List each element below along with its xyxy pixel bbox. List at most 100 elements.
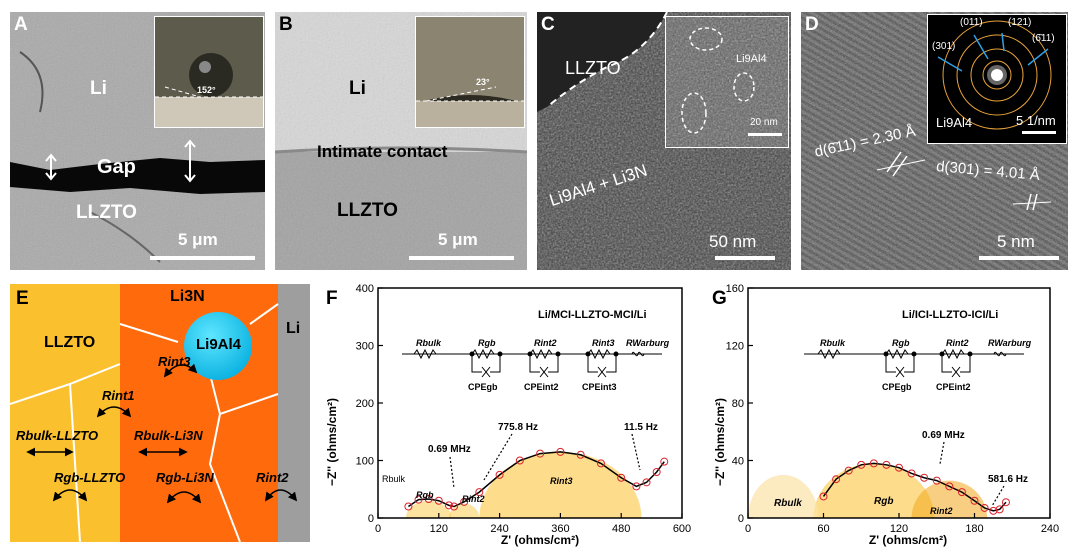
region-r-int2: Rint2 — [462, 494, 485, 504]
intimate-contact-label: Intimate contact — [317, 142, 448, 161]
contact-angle-value: 152° — [197, 85, 216, 95]
circuit-cpe-int3: CPEint3 — [582, 382, 617, 392]
data-point — [495, 470, 504, 479]
r-int2-label: Rint2 — [256, 470, 289, 485]
eis-chart-f: F Li/MCI-LLZTO-MCI/Li −Z'' (ohms/cm²) Z'… — [325, 283, 691, 547]
data-point — [945, 482, 954, 491]
region-r-gb: Rgb — [416, 490, 434, 500]
x-tick-label: 480 — [612, 523, 630, 535]
y-tick-label: 0 — [368, 513, 374, 525]
li3n-region-label: Li3N — [170, 288, 205, 305]
llzto-layer-label: LLZTO — [337, 200, 398, 221]
circuit-cpe-int2: CPEint2 — [936, 382, 971, 392]
scale-bar — [715, 256, 775, 260]
data-point — [632, 482, 641, 491]
panel-f-eis: F Li/MCI-LLZTO-MCI/Li −Z'' (ohms/cm²) Z'… — [322, 282, 708, 549]
data-point — [980, 503, 989, 512]
region-r-int2: Rint2 — [930, 506, 953, 516]
contact-angle-inset: 152° — [154, 16, 264, 128]
data-point — [450, 502, 458, 511]
saed-phase-label: Li9Al4 — [936, 115, 973, 130]
panel-label: D — [805, 14, 819, 35]
y-tick-label: 160 — [726, 283, 744, 295]
panel-b-sem: B Li Intimate contact LLZTO 5 μm 23° — [275, 12, 527, 270]
scale-bar-label: 5 μm — [438, 230, 478, 249]
panel-label: B — [279, 14, 293, 35]
panel-label: E — [16, 288, 29, 309]
inset-scale-label: 20 nm — [750, 117, 778, 128]
data-point — [444, 501, 453, 510]
contact-angle-value: 23° — [476, 77, 490, 87]
li-layer-label: Li — [349, 78, 366, 99]
interface-schematic — [10, 284, 310, 542]
data-point — [660, 457, 669, 466]
li-region-label: Li — [286, 320, 301, 337]
chart-title: Li/ICI-LLZTO-ICI/Li — [902, 309, 998, 321]
scale-bar — [979, 256, 1059, 260]
data-point — [536, 449, 545, 458]
data-point — [460, 497, 469, 506]
data-point — [475, 488, 484, 497]
saed-index-301: (301) — [932, 41, 956, 52]
y-axis-label: −Z'' (ohms/cm²) — [325, 398, 339, 486]
data-point — [869, 459, 878, 468]
data-point — [556, 447, 565, 456]
equivalent-circuit — [804, 348, 1024, 378]
freq-label-2: 775.8 Hz — [498, 422, 538, 433]
r-bulk-li3n-label: Rbulk-Li3N — [134, 428, 203, 443]
llzto-region-label: LLZTO — [565, 58, 621, 78]
region-r-int3: Rint3 — [550, 476, 573, 486]
scale-bar — [150, 256, 255, 260]
x-tick-label: 0 — [375, 523, 381, 535]
llzto-layer-label: LLZTO — [76, 202, 137, 223]
region-r-gb: Rgb — [874, 496, 893, 507]
data-point — [576, 450, 585, 459]
fit-line — [407, 451, 665, 508]
circuit-r-int2: Rint2 — [534, 338, 557, 348]
chart-title: Li/MCI-LLZTO-MCI/Li — [538, 309, 647, 321]
y-tick-label: 80 — [732, 398, 744, 410]
data-point — [414, 495, 423, 504]
scale-bar-label: 50 nm — [709, 232, 757, 251]
region-fill-2 — [448, 503, 480, 518]
panel-label: C — [541, 14, 555, 35]
x-tick-label: 360 — [551, 523, 569, 535]
circuit-r-int3: Rint3 — [592, 338, 615, 348]
saed-index-121: (121) — [1008, 17, 1032, 28]
freq-arrows — [449, 433, 641, 489]
data-point — [957, 488, 966, 497]
freq-label-3: 11.5 Hz — [624, 422, 658, 433]
saed-index-011: (011) — [960, 17, 983, 28]
data-point — [895, 463, 903, 472]
x-axis-label: Z' (ohms/cm²) — [501, 533, 579, 547]
r-gb-llzto-label: Rgb-LLZTO — [54, 470, 126, 485]
circuit-r-bulk: Rbulk — [416, 338, 442, 348]
panel-label: A — [14, 14, 28, 35]
circuit-cpe-int2: CPEint2 — [524, 382, 559, 392]
y-tick-label: 300 — [356, 341, 374, 353]
scale-bar-label: 5 μm — [178, 230, 218, 249]
panel-g-eis: G Li/ICI-LLZTO-ICI/Li −Z'' (ohms/cm²) Z'… — [708, 282, 1074, 549]
data-point — [995, 505, 1004, 514]
x-tick-label: 180 — [965, 523, 983, 535]
saed-inset: (011) (121) (301) (6̄11) Li9Al4 5 1/nm — [927, 14, 1067, 144]
panel-label: F — [326, 288, 338, 309]
panel-d-hrtem: D d(6̄11) = 2.30 Å d(301) = 4.01 Å 5 nm … — [801, 12, 1068, 270]
circuit-cpe-gb: CPEgb — [468, 382, 498, 392]
data-point — [424, 495, 433, 504]
data-point — [920, 473, 929, 482]
panel-e-schematic: E LLZTO Li3N Li9Al4 Li Rint3 Rint1 Rbulk… — [10, 284, 310, 542]
y-tick-label: 400 — [356, 283, 374, 295]
y-tick-label: 40 — [732, 456, 744, 468]
x-tick-label: 120 — [430, 523, 448, 535]
equivalent-circuit — [402, 348, 662, 378]
data-point — [907, 469, 916, 478]
data-point — [434, 496, 443, 505]
llzto-region-label: LLZTO — [44, 334, 96, 351]
contact-angle-inset: 23° — [415, 16, 525, 128]
hrtem-inset: Li9Al4 20 nm — [665, 16, 789, 148]
scale-bar-label: 5 nm — [997, 232, 1035, 251]
circuit-r-gb: Rgb — [478, 338, 496, 348]
circuit-r-int2: Rint2 — [946, 338, 969, 348]
data-point — [617, 473, 626, 482]
